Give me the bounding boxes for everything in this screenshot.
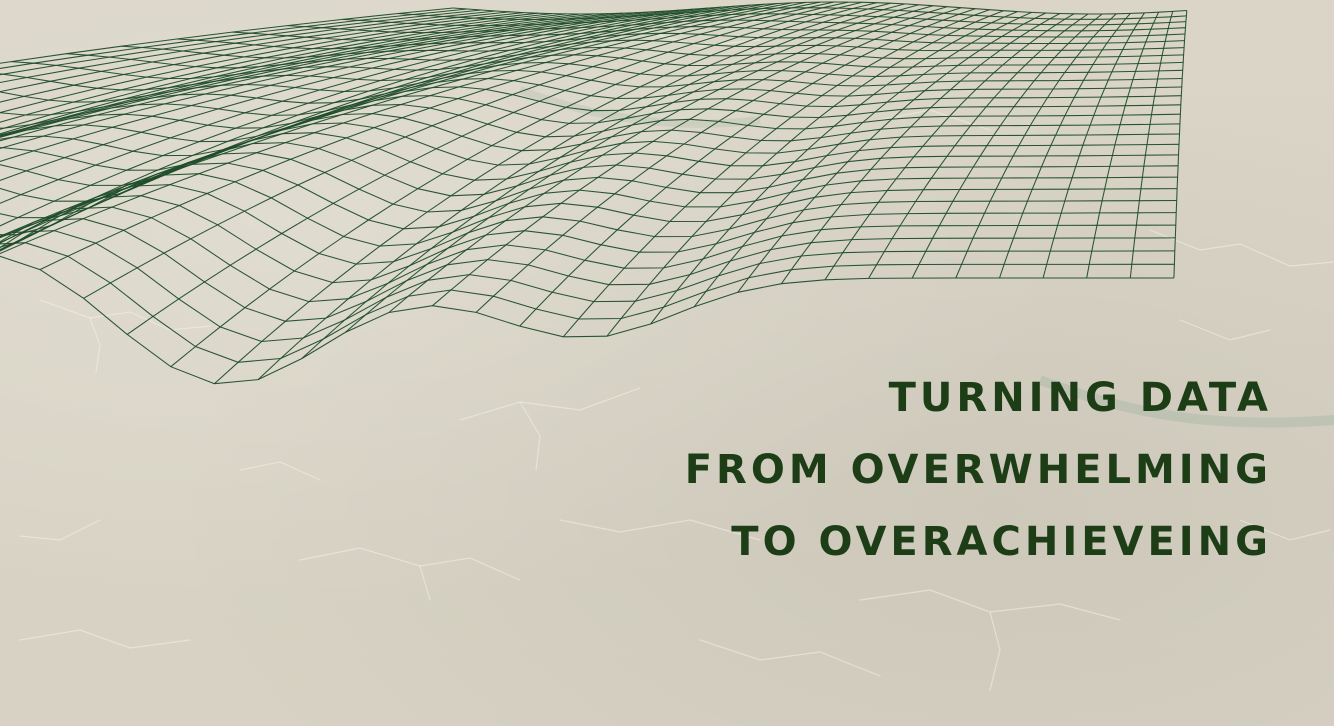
mesh-column-line xyxy=(0,11,510,93)
mesh-column-line xyxy=(0,2,792,239)
mesh-column-line xyxy=(955,13,1117,279)
mesh-column-line xyxy=(214,2,877,385)
mesh-column-line xyxy=(999,13,1131,279)
mesh-column-line xyxy=(562,9,990,338)
mesh-column-line xyxy=(0,12,637,142)
mesh-column-line xyxy=(824,13,1075,281)
mesh-column-line xyxy=(911,13,1103,279)
mesh-column-line xyxy=(650,11,1018,325)
mesh-column-line xyxy=(0,1,807,255)
mesh-column-line xyxy=(83,1,835,299)
mesh-column-line xyxy=(1042,12,1145,279)
mesh-column-line xyxy=(170,1,863,368)
mesh-column-line xyxy=(1086,11,1160,279)
mesh-column-line xyxy=(1129,11,1174,279)
mesh-column-line xyxy=(0,10,496,84)
mesh-column-line xyxy=(0,8,694,204)
mesh-column-line xyxy=(0,13,581,135)
mesh-column-line xyxy=(0,6,722,244)
mesh-column-line xyxy=(606,10,1004,337)
mesh-column-line xyxy=(257,2,891,380)
mesh-column-line xyxy=(0,5,736,252)
mesh-column-line xyxy=(39,1,821,271)
mesh-row-line xyxy=(0,184,1177,265)
mesh-column-line xyxy=(475,7,962,313)
mesh-column-line xyxy=(126,1,849,335)
mesh-column-line xyxy=(0,9,679,181)
mesh-column-line xyxy=(0,13,595,137)
mesh-row-line xyxy=(0,86,1182,129)
mesh-column-line xyxy=(0,13,609,137)
mesh-column-line xyxy=(0,7,708,227)
mesh-column-line xyxy=(868,13,1089,279)
headline-line-3: TO OVERACHIEVEING xyxy=(731,519,1272,565)
mesh-column-line xyxy=(693,11,1032,308)
mesh-lines xyxy=(0,1,1188,385)
headline: TURNING DATA FROM OVERWHELMING TO OVERAC… xyxy=(552,362,1272,578)
mesh-column-line xyxy=(344,4,919,333)
mesh-column-line xyxy=(432,6,948,307)
mesh-column-line xyxy=(0,3,764,244)
mesh-row-line xyxy=(0,173,1178,248)
mesh-column-line xyxy=(388,5,934,313)
headline-line-2: FROM OVERWHELMING xyxy=(684,447,1272,493)
mesh-column-line xyxy=(780,13,1061,285)
mesh-column-line xyxy=(0,9,482,76)
mesh-column-line xyxy=(0,10,665,163)
mesh-column-line xyxy=(301,3,905,359)
mesh-column-line xyxy=(0,12,538,114)
mesh-column-line xyxy=(0,13,567,130)
mesh-column-line xyxy=(0,2,778,237)
mesh-column-line xyxy=(0,11,651,149)
mesh-column-line xyxy=(0,12,524,103)
mesh-column-line xyxy=(0,13,552,123)
mesh-row-line xyxy=(121,39,1185,59)
mesh-column-line xyxy=(0,12,623,138)
mesh-column-line xyxy=(0,4,750,251)
mesh-column-line xyxy=(737,12,1047,293)
mesh-column-line xyxy=(1173,10,1188,279)
mesh-column-line xyxy=(0,8,468,69)
mesh-column-line xyxy=(519,8,976,327)
mesh-column-line xyxy=(0,7,454,64)
headline-line-1: TURNING DATA xyxy=(888,375,1272,421)
